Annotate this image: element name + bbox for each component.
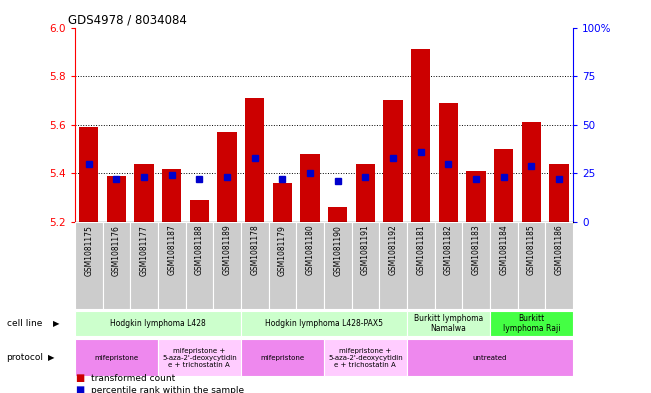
- Text: cell line: cell line: [7, 319, 42, 328]
- Text: ■: ■: [75, 373, 84, 384]
- Text: GSM1081182: GSM1081182: [444, 225, 453, 275]
- Bar: [379, 222, 407, 309]
- Bar: [435, 222, 462, 309]
- Text: mifepristone +
5-aza-2'-deoxycytidin
e + trichostatin A: mifepristone + 5-aza-2'-deoxycytidin e +…: [162, 348, 237, 367]
- Text: Hodgkin lymphoma L428-PAX5: Hodgkin lymphoma L428-PAX5: [265, 319, 383, 328]
- Bar: [75, 339, 158, 376]
- Bar: [300, 154, 320, 222]
- Text: GSM1081189: GSM1081189: [223, 225, 232, 275]
- Bar: [494, 149, 514, 222]
- Bar: [407, 311, 490, 336]
- Bar: [549, 163, 569, 222]
- Text: GSM1081176: GSM1081176: [112, 225, 121, 275]
- Bar: [79, 127, 98, 222]
- Text: Burkitt
lymphoma Raji: Burkitt lymphoma Raji: [503, 314, 560, 333]
- Bar: [521, 122, 541, 222]
- Text: percentile rank within the sample: percentile rank within the sample: [91, 386, 244, 393]
- Bar: [352, 222, 379, 309]
- Text: GSM1081187: GSM1081187: [167, 225, 176, 275]
- Bar: [490, 222, 518, 309]
- Text: GSM1081192: GSM1081192: [389, 225, 398, 275]
- Text: untreated: untreated: [473, 354, 507, 361]
- Bar: [383, 101, 403, 222]
- Bar: [103, 222, 130, 309]
- Text: GSM1081185: GSM1081185: [527, 225, 536, 275]
- Bar: [213, 222, 241, 309]
- Bar: [186, 222, 213, 309]
- Bar: [407, 222, 435, 309]
- Bar: [217, 132, 237, 222]
- Text: Hodgkin lymphoma L428: Hodgkin lymphoma L428: [110, 319, 206, 328]
- Bar: [241, 222, 269, 309]
- Text: GDS4978 / 8034084: GDS4978 / 8034084: [68, 14, 187, 27]
- Text: ■: ■: [75, 385, 84, 393]
- Bar: [439, 103, 458, 222]
- Bar: [75, 222, 103, 309]
- Text: GSM1081180: GSM1081180: [305, 225, 314, 275]
- Bar: [462, 222, 490, 309]
- Text: transformed count: transformed count: [91, 374, 175, 383]
- Text: GSM1081186: GSM1081186: [555, 225, 564, 275]
- Text: GSM1081183: GSM1081183: [471, 225, 480, 275]
- Text: GSM1081181: GSM1081181: [416, 225, 425, 275]
- Bar: [324, 222, 352, 309]
- Text: GSM1081179: GSM1081179: [278, 225, 287, 275]
- Text: ▶: ▶: [53, 319, 60, 328]
- Bar: [241, 339, 324, 376]
- Bar: [545, 222, 573, 309]
- Bar: [241, 311, 407, 336]
- Bar: [268, 222, 296, 309]
- Text: GSM1081188: GSM1081188: [195, 225, 204, 275]
- Text: mifepristone: mifepristone: [94, 354, 139, 361]
- Bar: [407, 339, 573, 376]
- Text: GSM1081177: GSM1081177: [139, 225, 148, 275]
- Bar: [158, 222, 186, 309]
- Bar: [490, 311, 573, 336]
- Bar: [158, 339, 241, 376]
- Text: GSM1081175: GSM1081175: [84, 225, 93, 275]
- Bar: [411, 50, 430, 222]
- Bar: [273, 183, 292, 222]
- Text: GSM1081184: GSM1081184: [499, 225, 508, 275]
- Bar: [162, 169, 182, 222]
- Text: GSM1081191: GSM1081191: [361, 225, 370, 275]
- Bar: [466, 171, 486, 222]
- Bar: [107, 176, 126, 222]
- Text: mifepristone +
5-aza-2'-deoxycytidin
e + trichostatin A: mifepristone + 5-aza-2'-deoxycytidin e +…: [328, 348, 403, 367]
- Bar: [328, 208, 348, 222]
- Text: GSM1081178: GSM1081178: [250, 225, 259, 275]
- Bar: [75, 311, 241, 336]
- Text: protocol: protocol: [7, 353, 44, 362]
- Text: mifepristone: mifepristone: [260, 354, 305, 361]
- Bar: [324, 339, 407, 376]
- Bar: [296, 222, 324, 309]
- Bar: [245, 98, 264, 222]
- Bar: [518, 222, 545, 309]
- Text: Burkitt lymphoma
Namalwa: Burkitt lymphoma Namalwa: [414, 314, 483, 333]
- Bar: [134, 163, 154, 222]
- Bar: [355, 163, 375, 222]
- Text: ▶: ▶: [48, 353, 54, 362]
- Text: GSM1081190: GSM1081190: [333, 225, 342, 275]
- Bar: [189, 200, 209, 222]
- Bar: [130, 222, 158, 309]
